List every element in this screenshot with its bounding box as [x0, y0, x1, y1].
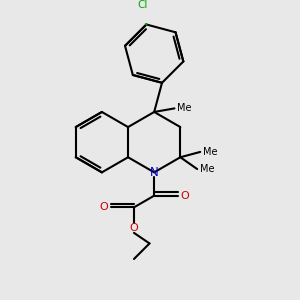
- Text: Me: Me: [200, 164, 214, 174]
- Text: Cl: Cl: [137, 0, 148, 10]
- Text: O: O: [130, 223, 138, 233]
- Text: O: O: [99, 202, 108, 212]
- Text: Me: Me: [177, 103, 191, 113]
- Text: N: N: [150, 166, 159, 179]
- Text: Me: Me: [202, 147, 217, 157]
- Text: O: O: [180, 191, 189, 201]
